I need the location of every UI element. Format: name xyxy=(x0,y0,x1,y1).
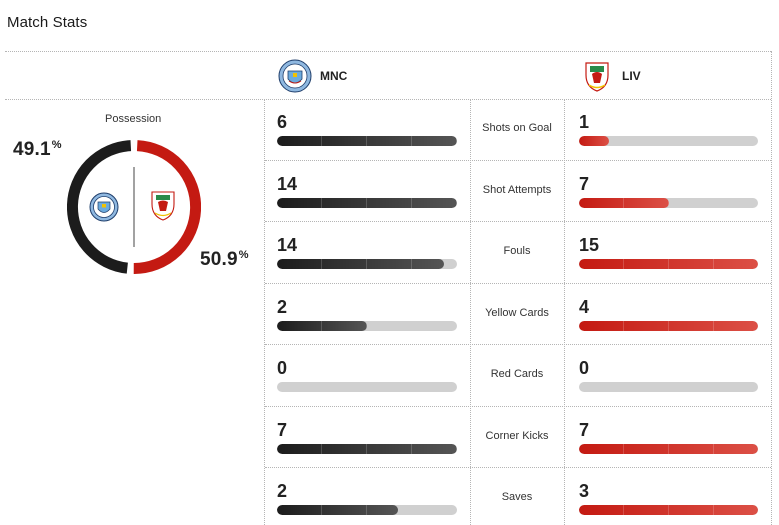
home-stat-bar xyxy=(277,382,457,392)
home-stat-bar-fill xyxy=(277,320,367,331)
manchester-city-crest-icon xyxy=(89,192,119,222)
divider xyxy=(264,99,265,525)
divider xyxy=(265,467,771,468)
home-stat-bar-fill xyxy=(277,505,398,515)
divider xyxy=(265,283,771,284)
home-stat-value: 14 xyxy=(277,173,298,194)
home-possession-value: 49.1 xyxy=(13,139,51,160)
divider xyxy=(5,99,771,100)
home-stat-bar xyxy=(277,320,457,331)
home-stat-bar-fill xyxy=(277,259,445,269)
away-possession-percent: 50.9% xyxy=(200,249,249,271)
divider xyxy=(265,344,771,345)
away-stat-value: 4 xyxy=(579,296,590,317)
home-stat-value: 14 xyxy=(277,235,298,255)
possession-label: Possession xyxy=(105,113,162,125)
home-stat-bar xyxy=(277,443,457,454)
stat-label: Red Cards xyxy=(490,368,544,380)
stat-label: Shot Attempts xyxy=(482,183,552,196)
home-stat-bar xyxy=(277,505,457,515)
home-possession-arc xyxy=(67,140,132,274)
away-stat-bar xyxy=(579,136,758,146)
away-stat-bar xyxy=(579,505,758,515)
away-team-abbr: LIV xyxy=(622,69,641,83)
away-stat-bar-fill xyxy=(579,320,758,331)
home-stat-value: 6 xyxy=(277,112,288,132)
section-title: Match Stats xyxy=(7,14,88,31)
divider xyxy=(470,99,471,525)
home-team-abbr: MNC xyxy=(320,69,348,83)
away-stat-bar-fill xyxy=(579,197,669,208)
away-stat-bar xyxy=(579,443,758,454)
home-stat-value: 7 xyxy=(277,419,288,440)
away-stat-bar xyxy=(579,259,758,269)
percent-sign: % xyxy=(238,249,249,261)
divider xyxy=(265,221,771,222)
away-stat-bar-fill xyxy=(579,505,758,515)
home-stat-value: 2 xyxy=(277,481,288,501)
away-stat-value: 7 xyxy=(579,419,590,440)
home-stat-bar xyxy=(277,259,457,269)
home-possession-percent: 49.1% xyxy=(13,139,62,161)
divider xyxy=(265,406,771,407)
percent-sign: % xyxy=(51,139,62,151)
away-stat-value: 15 xyxy=(579,235,600,255)
manchester-city-crest-icon xyxy=(278,59,312,93)
away-stat-value: 0 xyxy=(579,358,590,378)
stat-label: Saves xyxy=(501,491,533,503)
divider xyxy=(564,99,565,525)
stat-label: Corner Kicks xyxy=(485,429,549,442)
liverpool-crest-icon xyxy=(585,62,609,92)
home-stat-bar-fill xyxy=(277,443,457,454)
home-team-header[interactable]: MNC xyxy=(278,59,347,93)
away-stat-bar xyxy=(579,197,758,208)
away-stat-bar xyxy=(579,382,758,392)
divider xyxy=(771,51,772,525)
away-possession-value: 50.9 xyxy=(200,249,238,270)
home-stat-bar-fill xyxy=(277,136,457,146)
away-stat-value: 1 xyxy=(579,112,590,132)
away-stat-bar-fill xyxy=(579,443,758,454)
stat-label: Yellow Cards xyxy=(485,306,549,319)
home-stat-bar xyxy=(277,136,457,146)
away-stat-value: 7 xyxy=(579,173,590,194)
home-stat-value: 0 xyxy=(277,358,288,378)
home-stat-value: 2 xyxy=(277,296,288,317)
home-stat-bar-fill xyxy=(277,197,457,208)
away-team-header[interactable]: LIV xyxy=(580,59,641,93)
away-stat-bar xyxy=(579,320,758,331)
home-stat-bar xyxy=(277,197,457,208)
divider xyxy=(265,160,771,161)
away-stat-bar-fill xyxy=(579,136,610,146)
away-stat-bar-fill xyxy=(579,259,758,269)
away-possession-arc xyxy=(133,140,201,274)
away-stat-value: 3 xyxy=(579,481,590,501)
stat-label: Shots on Goal xyxy=(482,122,552,134)
stat-label: Fouls xyxy=(503,245,531,257)
possession-donut-chart xyxy=(67,140,201,274)
liverpool-crest-icon xyxy=(151,191,175,221)
divider xyxy=(5,51,771,52)
